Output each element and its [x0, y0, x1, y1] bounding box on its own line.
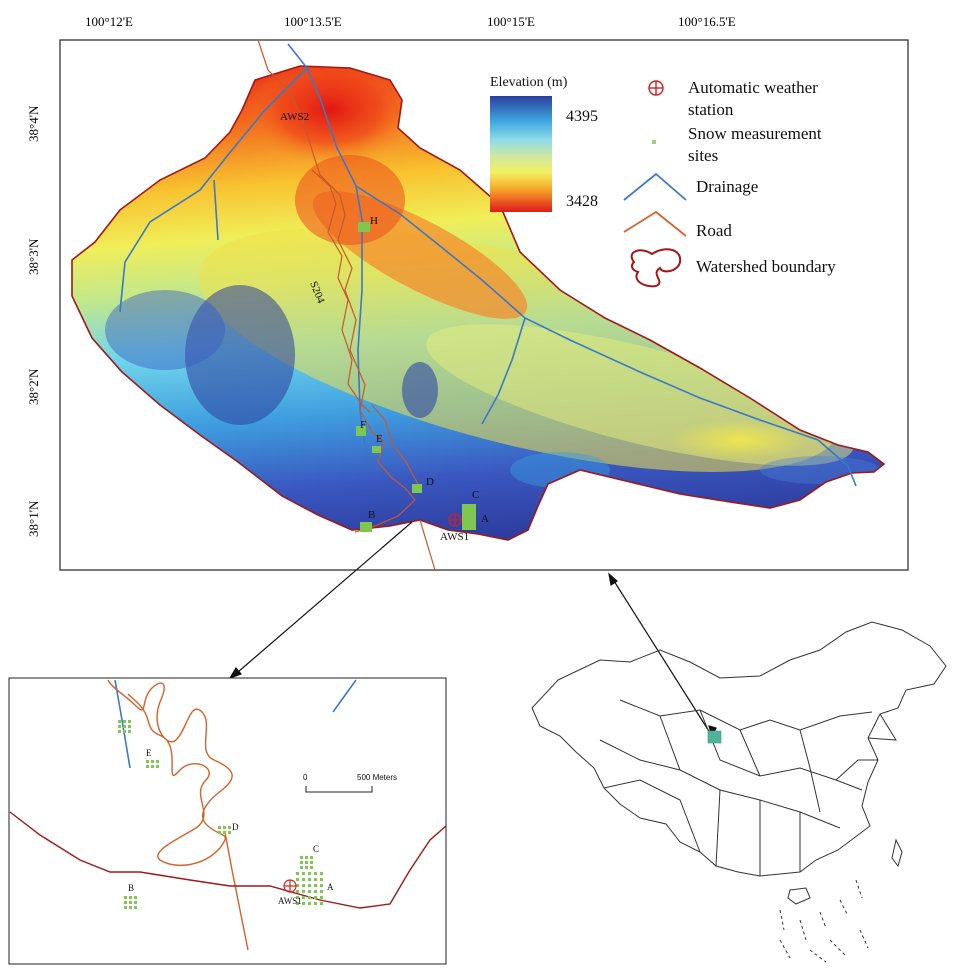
elevation-max-label: 4395 [566, 108, 598, 125]
inset-aws1-station-marker [283, 879, 297, 893]
inset-label-site-c: C [313, 844, 319, 854]
hainan-outline [787, 887, 811, 905]
inset-drainage-2 [332, 679, 357, 713]
inset-snow-site-e [146, 760, 159, 768]
legend-snow-sites-line1: Snow measurement [688, 124, 822, 143]
left-axis-label-2: 38°3'N [26, 238, 41, 275]
label-site-a: A [481, 513, 489, 525]
china-locator-map [531, 621, 947, 963]
top-axis-label-4: 100°16.5'E [678, 14, 736, 29]
inset-label-site-a: A [327, 882, 334, 892]
snow-site-c [462, 504, 476, 514]
inset-label-site-e: E [146, 748, 152, 758]
top-axis-label-2: 100°13.5'E [284, 14, 342, 29]
inset-label-site-d: D [232, 822, 239, 832]
label-aws1: AWS1 [440, 531, 469, 543]
china-internal-borders [599, 699, 897, 876]
road-s204 [257, 39, 436, 571]
legend-weather-station-line1: Automatic weather [688, 78, 818, 97]
study-area-location-marker [707, 730, 722, 744]
watershed-boundary [71, 65, 886, 541]
inset-map-frame [8, 677, 447, 965]
snow-site-icon [652, 140, 656, 144]
inset-road-loop [107, 679, 233, 867]
inset-watershed-boundary [9, 811, 447, 909]
snow-site-e [372, 446, 381, 453]
watershed-boundary-icon [630, 248, 682, 288]
aws1-station-marker [448, 513, 462, 527]
drainage-line-icon [623, 172, 687, 201]
weather-station-icon [648, 80, 664, 96]
snow-site-a [462, 514, 476, 530]
snow-site-d [412, 484, 422, 493]
label-site-c: C [472, 489, 479, 501]
left-axis-labels: 38°4'N 38°3'N 38°2'N 38°1'N [26, 105, 41, 537]
inset-scale-bar: 0 500 Meters [303, 773, 397, 793]
inset-snow-site-b [124, 896, 137, 909]
inset-road-south [224, 831, 249, 951]
inset-snow-site-a [296, 872, 323, 905]
scale-bar-end-label: 500 Meters [357, 773, 397, 782]
inset-label-aws1: AWS1 [278, 896, 302, 906]
label-site-f: F [360, 419, 366, 431]
legend-watershed-boundary: Watershed boundary [696, 257, 836, 276]
legend-road: Road [696, 221, 732, 240]
elevation-colorbar [490, 96, 552, 212]
snow-site-h [358, 222, 370, 232]
elevation-legend: Elevation (m) 4395 3428 [490, 75, 598, 212]
china-outline [531, 621, 947, 877]
snow-site-b [360, 522, 372, 532]
inset-snow-site-c [300, 856, 313, 869]
snow-site-markers [356, 222, 476, 532]
south-china-sea-islands [779, 879, 869, 963]
taiwan-outline [891, 838, 903, 868]
inset-map: E D C B A AWS1 0 500 Meters [8, 677, 447, 965]
symbol-legend: Automatic weather station Snow measureme… [623, 78, 836, 288]
inset-snow-site-f [118, 720, 131, 733]
scale-bar-start-label: 0 [303, 773, 308, 782]
label-site-d: D [426, 476, 434, 488]
left-axis-label-1: 38°4'N [26, 105, 41, 142]
road-line-icon [623, 210, 687, 237]
legend-drainage: Drainage [696, 177, 758, 196]
label-site-h: H [370, 215, 378, 227]
elevation-min-label: 3428 [566, 193, 598, 210]
elevation-legend-title: Elevation (m) [490, 75, 568, 90]
inset-label-site-b: B [128, 883, 134, 893]
drainage-network [119, 43, 857, 487]
label-site-b: B [368, 509, 375, 521]
snow-site-f [356, 426, 366, 436]
top-axis-label-1: 100°12'E [85, 14, 133, 29]
left-axis-label-3: 38°2'N [26, 368, 41, 405]
left-axis-label-4: 38°1'N [26, 500, 41, 537]
top-axis-labels: 100°12'E 100°13.5'E 100°15'E 100°16.5'E [85, 14, 736, 29]
legend-snow-sites-line2: sites [688, 146, 718, 165]
inset-snow-site-d [218, 826, 231, 834]
legend-weather-station-line2: station [688, 100, 734, 119]
label-aws2: AWS2 [280, 111, 309, 123]
top-axis-label-3: 100°15'E [487, 14, 535, 29]
label-site-e: E [376, 433, 383, 445]
inset-drainage-1 [114, 679, 131, 769]
